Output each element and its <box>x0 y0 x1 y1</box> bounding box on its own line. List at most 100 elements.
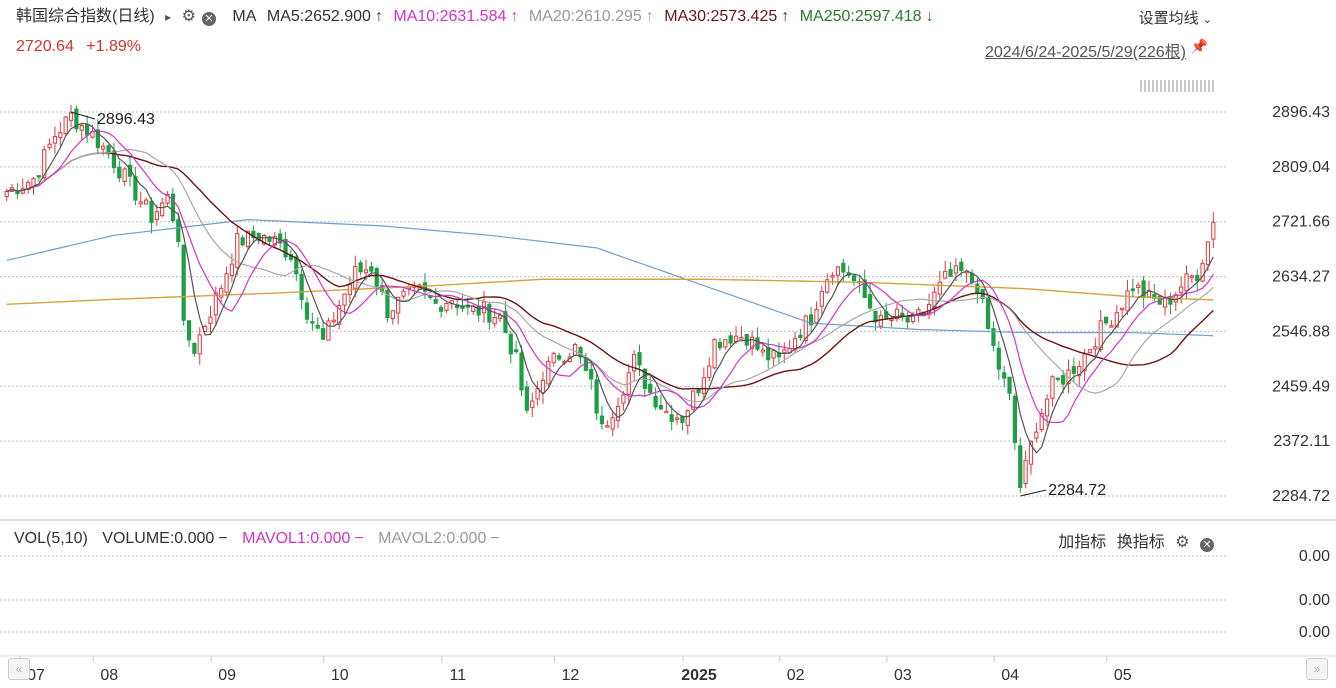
candle-down <box>240 237 245 246</box>
candle-up <box>691 390 696 410</box>
candle-down <box>798 334 803 338</box>
candle <box>438 304 444 318</box>
candle <box>229 253 235 283</box>
candle <box>615 397 621 429</box>
header-bar: 韩国综合指数(日线) ▸ ⚙ ✕ MA MA5:2652.900 ↑ MA10:26… <box>16 6 940 28</box>
date-range[interactable]: 2024/6/24-2025/5/29(226根) <box>984 44 1186 61</box>
candle-up <box>707 365 712 379</box>
candle-up <box>1087 349 1093 354</box>
close-icon[interactable]: ✕ <box>201 12 216 26</box>
ma10-arrow: ↑ <box>510 8 519 25</box>
candle <box>390 309 395 325</box>
candle <box>589 359 594 390</box>
ma30-line <box>6 152 1214 390</box>
ma5-line <box>6 122 1214 454</box>
candle <box>1146 280 1152 298</box>
candle <box>310 312 315 331</box>
candle-down <box>1071 366 1076 374</box>
candle-down <box>1002 372 1007 379</box>
candle <box>680 415 685 431</box>
candle-up <box>1109 325 1114 328</box>
candle <box>208 305 213 333</box>
candle-up <box>63 116 68 134</box>
candle <box>1023 450 1028 489</box>
candle <box>68 104 74 127</box>
candle <box>1173 291 1178 312</box>
candle <box>905 311 910 330</box>
candle-up <box>272 236 277 246</box>
candle <box>540 371 546 404</box>
candle-up <box>401 290 406 297</box>
candle <box>664 402 669 414</box>
candle <box>492 308 497 328</box>
add-indicator-button[interactable]: 加指标 <box>1058 534 1107 551</box>
candle-up <box>208 316 213 324</box>
drag-handle-icon[interactable] <box>1140 80 1214 92</box>
candle-down <box>1012 395 1018 443</box>
candle <box>792 331 798 354</box>
scroll-left-button[interactable]: « <box>8 658 30 680</box>
candle-down <box>374 268 379 287</box>
candle <box>337 299 342 330</box>
candle-down <box>851 275 857 282</box>
candle <box>186 320 192 347</box>
expand-arrow-icon[interactable]: ▸ <box>165 10 172 24</box>
candle <box>1109 319 1114 328</box>
close-icon[interactable]: ✕ <box>1200 538 1214 552</box>
candle-down <box>975 283 980 295</box>
candle <box>819 285 824 316</box>
candle-up <box>396 296 401 314</box>
candle <box>261 233 267 246</box>
candle-up <box>326 320 331 341</box>
candle <box>1039 408 1044 433</box>
last-price: 2720.64 <box>16 38 74 55</box>
candle <box>358 260 363 276</box>
ma20-arrow: ↑ <box>645 8 654 25</box>
y-tick-label: 2372.11 <box>1273 433 1330 450</box>
candle-down <box>969 272 975 283</box>
pin-icon[interactable]: 📌 <box>1190 38 1208 54</box>
x-tick-label: 2025 <box>681 667 717 684</box>
candle-down <box>594 379 599 414</box>
candle <box>808 306 814 334</box>
chart-title[interactable]: 韩国综合指数(日线) <box>16 8 155 25</box>
candle <box>1071 357 1076 383</box>
candle-down <box>599 415 605 425</box>
candle-down <box>873 310 878 323</box>
candle-up <box>1023 459 1028 484</box>
candle-up <box>621 394 626 404</box>
candle <box>476 297 481 322</box>
candle <box>111 142 117 174</box>
candle-up <box>1039 413 1044 431</box>
candle <box>594 374 599 421</box>
candle <box>117 160 122 183</box>
candle <box>1007 376 1012 401</box>
scroll-right-button[interactable]: » <box>1306 658 1328 680</box>
candle <box>1200 259 1205 283</box>
candle-down <box>1055 377 1060 381</box>
candle-up <box>154 211 159 221</box>
candle <box>717 338 723 351</box>
candle <box>851 273 857 287</box>
candle <box>728 331 733 348</box>
ma-settings-button[interactable]: 设置均线 ⌄ <box>1139 7 1212 28</box>
candle <box>455 298 460 316</box>
candle <box>106 144 111 159</box>
candle-up <box>390 310 395 320</box>
x-tick-label: 09 <box>218 667 236 684</box>
candle-up <box>235 233 240 268</box>
candle-up <box>605 425 610 428</box>
gear-icon[interactable]: ⚙ <box>181 8 196 25</box>
gear-icon[interactable]: ⚙ <box>1175 534 1190 551</box>
candle <box>551 351 556 367</box>
candle <box>1087 348 1093 354</box>
switch-indicator-button[interactable]: 换指标 <box>1116 534 1165 551</box>
candle <box>374 266 379 296</box>
ma5-value: MA5:2652.900 <box>266 8 371 25</box>
candle-down <box>991 328 996 346</box>
candle <box>771 349 776 367</box>
candle <box>487 302 492 330</box>
candle-up <box>943 270 948 279</box>
candle-down <box>186 320 192 341</box>
